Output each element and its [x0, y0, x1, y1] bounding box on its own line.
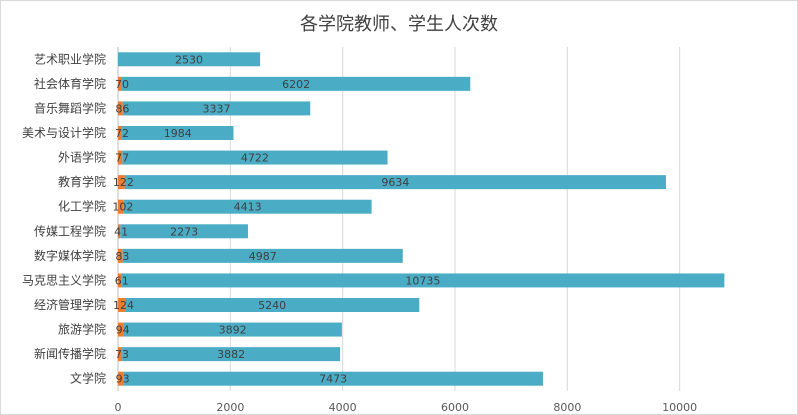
data-label-students: 4413: [234, 201, 262, 214]
data-label-teachers: 94: [116, 324, 130, 337]
category-label: 化工学院: [58, 199, 106, 214]
data-label-teachers: 83: [115, 250, 129, 263]
data-label-teachers: 122: [113, 176, 134, 189]
bar-segment-students: [124, 175, 666, 190]
bar-segment-teachers: [118, 371, 124, 386]
data-label-students: 1984: [164, 127, 192, 140]
data-label-students: 3892: [219, 324, 247, 337]
data-label-teachers: 124: [113, 299, 134, 312]
data-label-students: 6202: [282, 78, 310, 91]
data-label-students: 9634: [381, 176, 409, 189]
chart-title: 各学院教师、学生人次数: [300, 14, 498, 35]
category-label: 传媒工程学院: [34, 223, 106, 238]
category-label: 文学院: [70, 371, 106, 386]
category-label: 美术与设计学院: [22, 125, 106, 140]
category-label: 音乐舞蹈学院: [34, 100, 106, 115]
bar-segment-teachers: [118, 76, 122, 91]
data-label-teachers: 93: [116, 373, 130, 386]
data-label-teachers: 61: [115, 274, 129, 287]
data-label-students: 2530: [175, 53, 203, 66]
data-label-students: 3337: [203, 102, 231, 115]
bar-segment-teachers: [118, 175, 125, 190]
bar-segment-students: [123, 371, 543, 386]
category-label: 艺术职业学院: [34, 51, 106, 66]
bar-segment-teachers: [118, 199, 124, 214]
data-label-students: 2273: [170, 225, 198, 238]
category-label: 经济管理学院: [34, 297, 106, 312]
bar-segment-students: [123, 199, 372, 214]
bar-segment-teachers: [118, 101, 123, 116]
data-label-teachers: 70: [115, 78, 129, 91]
category-label: 数字媒体学院: [34, 248, 106, 263]
category-label: 马克思主义学院: [22, 272, 106, 287]
bar-segment-teachers: [118, 347, 123, 362]
data-label-teachers: 86: [115, 102, 129, 115]
data-label-students: 4722: [241, 152, 269, 165]
bar-segment-teachers: [118, 224, 121, 239]
category-label: 旅游学院: [58, 322, 106, 337]
bar-segment-teachers: [118, 126, 123, 140]
bar-segment-students: [122, 126, 234, 140]
data-label-teachers: 72: [115, 127, 129, 140]
bar-segment-students: [122, 347, 341, 362]
bar-segment-students: [118, 52, 261, 67]
bar-segment-teachers: [118, 273, 122, 288]
data-label-teachers: 102: [112, 201, 133, 214]
category-label: 教育学院: [58, 174, 106, 189]
x-tick-label: 10000: [662, 401, 697, 414]
bar-segment-students: [123, 322, 342, 337]
x-tick-label: 2000: [216, 401, 244, 414]
bar-segment-students: [122, 248, 403, 263]
category-label: 社会体育学院: [34, 76, 106, 91]
bar-segment-students: [120, 224, 248, 239]
bar-segment-teachers: [118, 150, 123, 165]
data-label-students: 5240: [258, 299, 286, 312]
x-tick-label: 4000: [329, 401, 357, 414]
data-label-students: 3882: [217, 348, 245, 361]
bar-segment-students: [122, 101, 311, 116]
data-label-students: 4987: [249, 250, 277, 263]
data-label-teachers: 73: [115, 348, 129, 361]
x-tick-label: 8000: [553, 401, 581, 414]
bar-segment-students: [121, 76, 471, 91]
data-label-students: 7473: [319, 373, 347, 386]
data-label-students: 10735: [405, 274, 440, 287]
category-label: 外语学院: [58, 150, 106, 165]
x-tick-label: 6000: [441, 401, 469, 414]
bar-segment-students: [124, 298, 420, 312]
x-tick-label: 0: [115, 401, 122, 414]
bar-segment-teachers: [118, 298, 125, 312]
category-label: 新闻传播学院: [34, 346, 106, 361]
data-label-teachers: 41: [114, 225, 128, 238]
bar-segment-teachers: [118, 248, 123, 263]
bar-segment-teachers: [118, 322, 124, 337]
bar-segment-students: [121, 273, 725, 288]
bar-segment-students: [122, 150, 388, 165]
data-label-teachers: 77: [115, 152, 129, 165]
